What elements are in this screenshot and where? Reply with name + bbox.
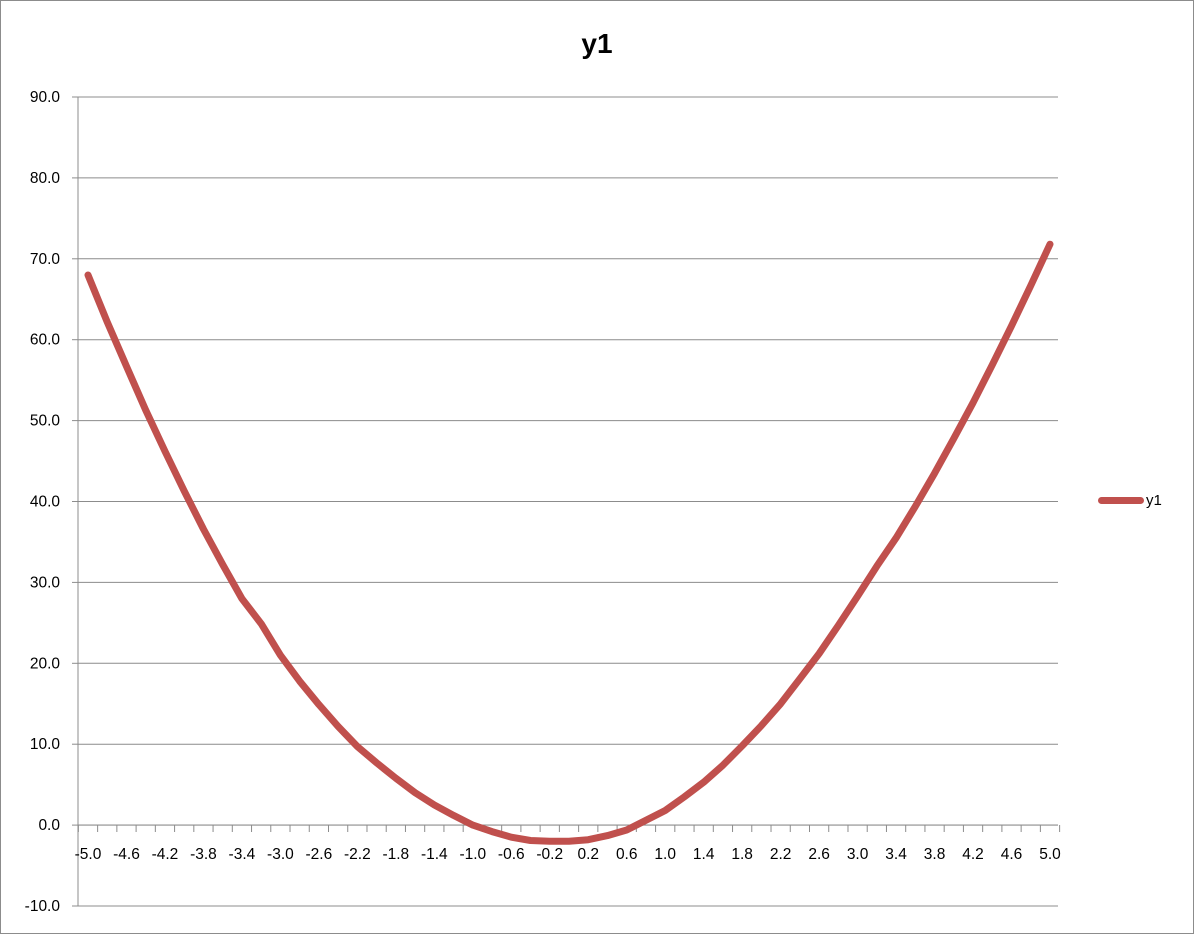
y-tick-label: 50.0 [30, 413, 61, 430]
legend-label: y1 [1146, 492, 1162, 509]
x-tick-label: -3.0 [267, 846, 294, 863]
x-tick-label: 0.6 [616, 846, 638, 863]
x-tick-label: 3.0 [847, 846, 869, 863]
x-tick-label: -3.4 [229, 846, 256, 863]
y-tick-label: 80.0 [30, 170, 61, 187]
y-tick-label: 20.0 [30, 655, 61, 672]
x-tick-label: 1.4 [693, 846, 715, 863]
legend: y1 [1098, 492, 1162, 509]
x-tick-label: -0.6 [498, 846, 525, 863]
y-tick-label: 40.0 [30, 494, 61, 511]
x-tick-label: 4.6 [1001, 846, 1023, 863]
y-tick-label: 10.0 [30, 736, 61, 753]
x-tick-label: -2.6 [306, 846, 333, 863]
x-tick-label: -1.4 [421, 846, 448, 863]
x-tick-label: 2.6 [808, 846, 830, 863]
x-tick-label: 3.4 [885, 846, 907, 863]
x-tick-label: -4.6 [113, 846, 140, 863]
y-tick-label: -10.0 [25, 898, 61, 915]
x-tick-label: -0.2 [536, 846, 563, 863]
x-tick-label: -4.2 [152, 846, 179, 863]
chart-title: y1 [581, 28, 613, 59]
x-tick-label: 4.2 [962, 846, 984, 863]
x-tick-label: 0.2 [577, 846, 599, 863]
x-tick-label: -1.8 [382, 846, 409, 863]
x-tick-label: 3.8 [924, 846, 946, 863]
y-tick-label: 60.0 [30, 332, 61, 349]
x-tick-label: 2.2 [770, 846, 792, 863]
x-tick-label: 5.0 [1039, 846, 1061, 863]
y-tick-label: 0.0 [38, 817, 60, 834]
y-tick-label: 90.0 [30, 89, 61, 106]
y-tick-label: 30.0 [30, 574, 61, 591]
x-tick-label: -2.2 [344, 846, 371, 863]
x-tick-label: -3.8 [190, 846, 217, 863]
x-tick-label: -1.0 [459, 846, 486, 863]
x-tick-label: 1.0 [654, 846, 676, 863]
legend-swatch [1098, 497, 1144, 504]
x-tick-label: 1.8 [731, 846, 753, 863]
x-tick-label: -5.0 [75, 846, 102, 863]
y-tick-label: 70.0 [30, 251, 61, 268]
series-line-y1 [84, 240, 1054, 845]
